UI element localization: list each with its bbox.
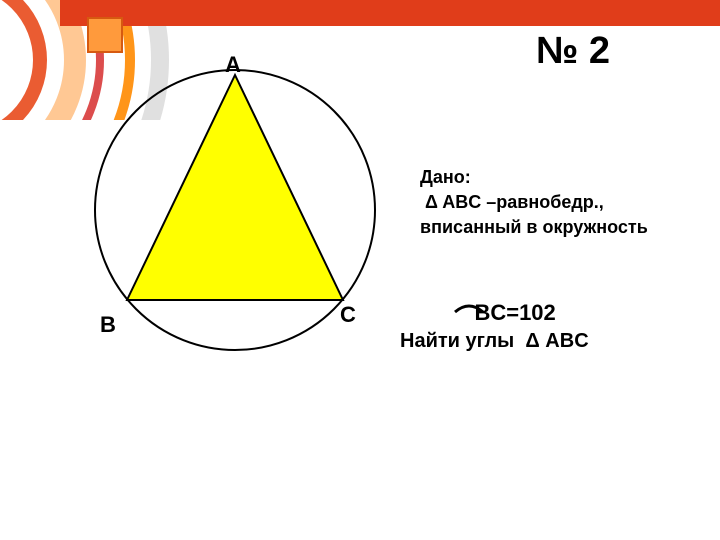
triangle-abc	[127, 75, 343, 300]
vertex-label-a: A	[225, 52, 241, 78]
problem-number: № 2	[536, 30, 610, 73]
find-line: Найти углы Δ ABC	[400, 330, 589, 353]
given-block: Дано: Δ ABC –равнобедр., вписанный в окр…	[420, 165, 720, 241]
given-label: Дано:	[420, 165, 720, 190]
geometry-diagram: A B C	[85, 60, 385, 360]
vertex-label-c: C	[340, 302, 356, 328]
arc-value: BC=102	[450, 300, 556, 326]
vertex-label-b: B	[100, 312, 116, 338]
slide: № 2 A B C Дано: Δ ABC –равнобедр., вписа…	[0, 0, 720, 540]
given-line1: Δ ABC –равнобедр.,	[420, 190, 720, 215]
given-line2: вписанный в окружность	[420, 215, 720, 240]
